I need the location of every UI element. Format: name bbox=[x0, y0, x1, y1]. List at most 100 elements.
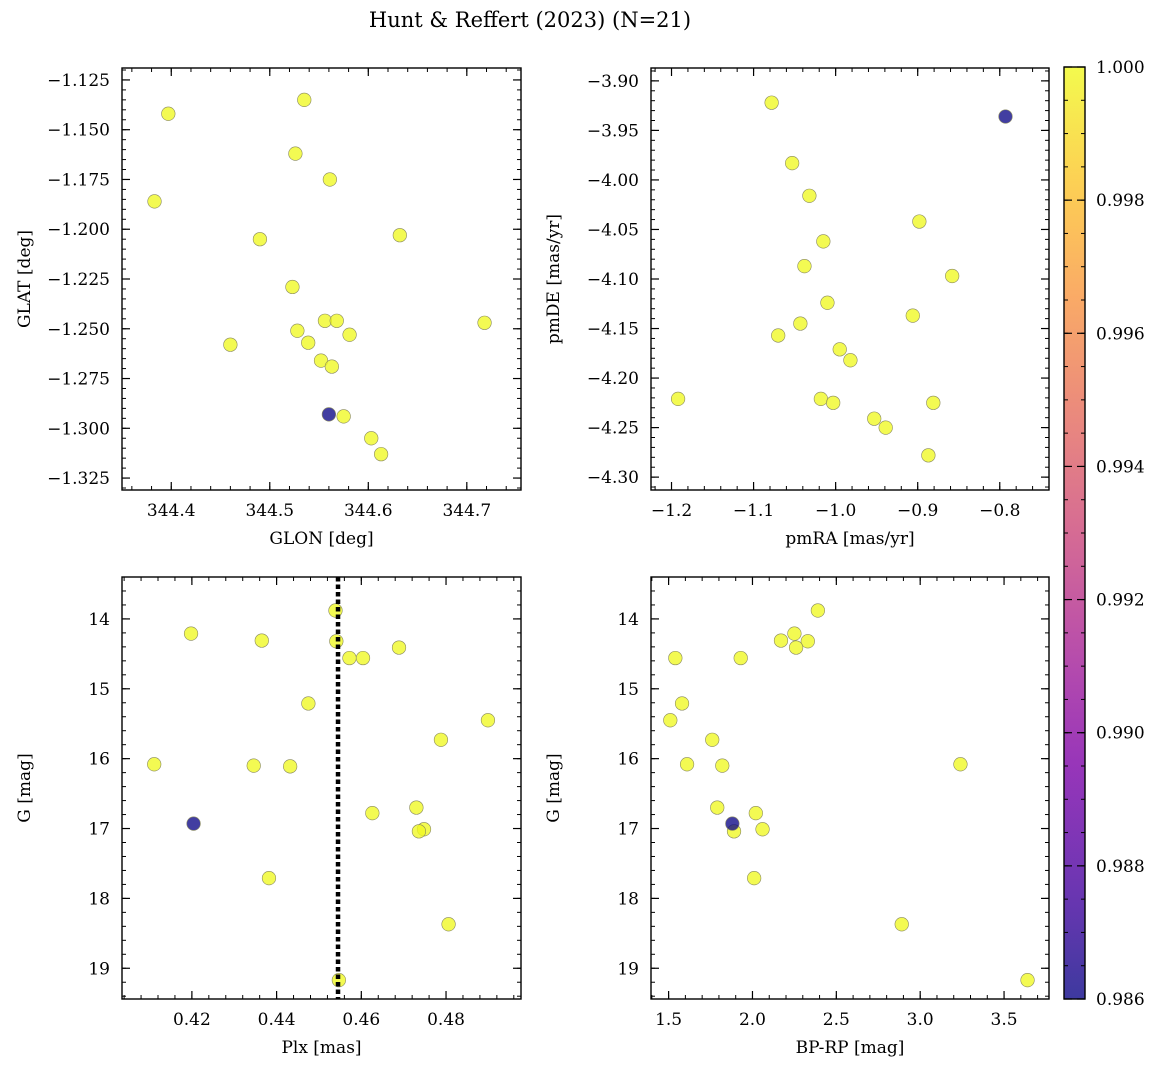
data-point bbox=[998, 109, 1013, 124]
x-tick-label: 344.4 bbox=[147, 501, 196, 521]
colorbar-tick-label: 0.994 bbox=[1096, 457, 1145, 477]
data-point bbox=[748, 806, 763, 821]
data-point bbox=[223, 337, 238, 352]
colorbar-tick-label: 0.986 bbox=[1096, 990, 1145, 1010]
data-point bbox=[392, 228, 407, 243]
y-tick-label: −1.200 bbox=[47, 220, 110, 240]
data-point bbox=[342, 650, 357, 666]
data-point bbox=[285, 279, 300, 295]
data-point bbox=[261, 871, 277, 886]
data-point bbox=[945, 268, 960, 284]
y-tick-label: −1.225 bbox=[47, 270, 110, 290]
panels: 344.4 344.5 344.6 344.7 −1.325 −1.300 −1.275 −1… bbox=[15, 67, 1050, 1058]
axes-frame bbox=[121, 67, 522, 491]
data-point bbox=[254, 633, 269, 648]
y-tick-label: −4.15 bbox=[587, 320, 639, 340]
data-point bbox=[878, 420, 893, 435]
data-point bbox=[905, 308, 920, 323]
data-point bbox=[355, 650, 371, 666]
data-point bbox=[313, 353, 329, 368]
data-point bbox=[670, 391, 686, 406]
x-tick-label: −1.0 bbox=[815, 501, 856, 521]
data-point bbox=[301, 696, 316, 711]
colorbar-tick-label: 0.992 bbox=[1096, 591, 1145, 611]
y-tick-label: 19 bbox=[617, 959, 639, 979]
y-tick-label: 16 bbox=[88, 750, 110, 770]
data-point bbox=[773, 633, 789, 648]
panel-top-right: −1.2 −1.1 −1.0 −0.9 −0.8 −4.30 −4.25 −4.20 −4.15… bbox=[544, 67, 1050, 549]
data-point bbox=[322, 172, 337, 187]
data-point bbox=[324, 359, 339, 374]
y-tick-label: −1.125 bbox=[47, 71, 110, 91]
data-point bbox=[797, 259, 812, 274]
x-tick-label: −0.9 bbox=[897, 501, 938, 521]
colorbar-gradient bbox=[1064, 67, 1085, 999]
data-point bbox=[793, 316, 808, 331]
data-point bbox=[391, 640, 407, 655]
x-axis-label: GLON [deg] bbox=[269, 529, 373, 549]
x-tick-label: 1.5 bbox=[655, 1010, 682, 1030]
data-point bbox=[290, 323, 305, 338]
data-point bbox=[705, 732, 720, 747]
data-point bbox=[820, 295, 835, 310]
axes-frame bbox=[650, 576, 1050, 1000]
x-axis-label: BP-RP [mag] bbox=[796, 1038, 905, 1058]
data-point bbox=[816, 234, 831, 249]
data-point bbox=[342, 327, 357, 342]
panel-bottom-right: 1.5 2.0 2.5 3.0 3.5 14 15 16 17 18 19 BP-RP [mag] G … bbox=[544, 576, 1050, 1058]
data-point bbox=[331, 973, 346, 988]
x-tick-label: 3.0 bbox=[907, 1010, 934, 1030]
data-point bbox=[787, 626, 802, 641]
data-point bbox=[321, 407, 336, 422]
data-point bbox=[252, 232, 268, 247]
data-point bbox=[301, 335, 316, 350]
data-point bbox=[364, 431, 379, 446]
data-point bbox=[912, 214, 927, 229]
data-point bbox=[147, 194, 162, 209]
data-point bbox=[843, 353, 858, 368]
y-tick-label: −1.175 bbox=[47, 170, 110, 190]
y-tick-label: 14 bbox=[617, 610, 639, 630]
x-axis-label: Plx [mas] bbox=[281, 1038, 361, 1058]
y-axis-label: GLAT [deg] bbox=[15, 230, 35, 328]
y-tick-label: −1.250 bbox=[47, 320, 110, 340]
x-tick-label: 2.0 bbox=[739, 1010, 766, 1030]
y-tick-label: 14 bbox=[88, 610, 110, 630]
colorbar-tick-label: 0.990 bbox=[1096, 724, 1145, 744]
data-point bbox=[710, 800, 725, 815]
data-point bbox=[867, 411, 882, 426]
data-point bbox=[441, 917, 456, 932]
x-axis-label: pmRA [mas/yr] bbox=[785, 529, 914, 549]
data-point bbox=[755, 822, 770, 837]
data-point bbox=[663, 713, 678, 728]
colorbar-tick-label: 0.996 bbox=[1096, 324, 1145, 344]
data-point bbox=[826, 395, 841, 410]
data-point bbox=[921, 448, 936, 463]
x-tick-label: 0.42 bbox=[173, 1010, 211, 1030]
y-tick-label: −4.05 bbox=[587, 220, 639, 240]
data-point bbox=[480, 713, 496, 728]
data-point bbox=[764, 95, 779, 110]
data-point bbox=[1020, 973, 1035, 988]
data-point bbox=[747, 871, 762, 886]
y-axis-label: G [mag] bbox=[15, 753, 35, 822]
y-tick-label: 17 bbox=[617, 820, 639, 840]
y-tick-label: 15 bbox=[88, 680, 110, 700]
data-point bbox=[802, 188, 817, 203]
data-point bbox=[283, 759, 298, 774]
data-point bbox=[336, 409, 351, 424]
y-tick-label: 15 bbox=[617, 680, 639, 700]
colorbar-tick-label: 1.000 bbox=[1096, 58, 1145, 78]
data-point bbox=[329, 313, 344, 328]
data-point bbox=[832, 342, 847, 357]
y-tick-label: −1.325 bbox=[47, 469, 110, 489]
panel-top-left: 344.4 344.5 344.6 344.7 −1.325 −1.300 −1.275 −1… bbox=[15, 67, 522, 549]
y-tick-label: −1.150 bbox=[47, 121, 110, 141]
data-point bbox=[725, 816, 740, 831]
data-point bbox=[788, 640, 804, 655]
colorbar-tick-label: 0.988 bbox=[1096, 857, 1145, 877]
data-point bbox=[810, 603, 825, 618]
data-point bbox=[246, 758, 261, 773]
y-tick-label: −3.90 bbox=[587, 72, 639, 92]
